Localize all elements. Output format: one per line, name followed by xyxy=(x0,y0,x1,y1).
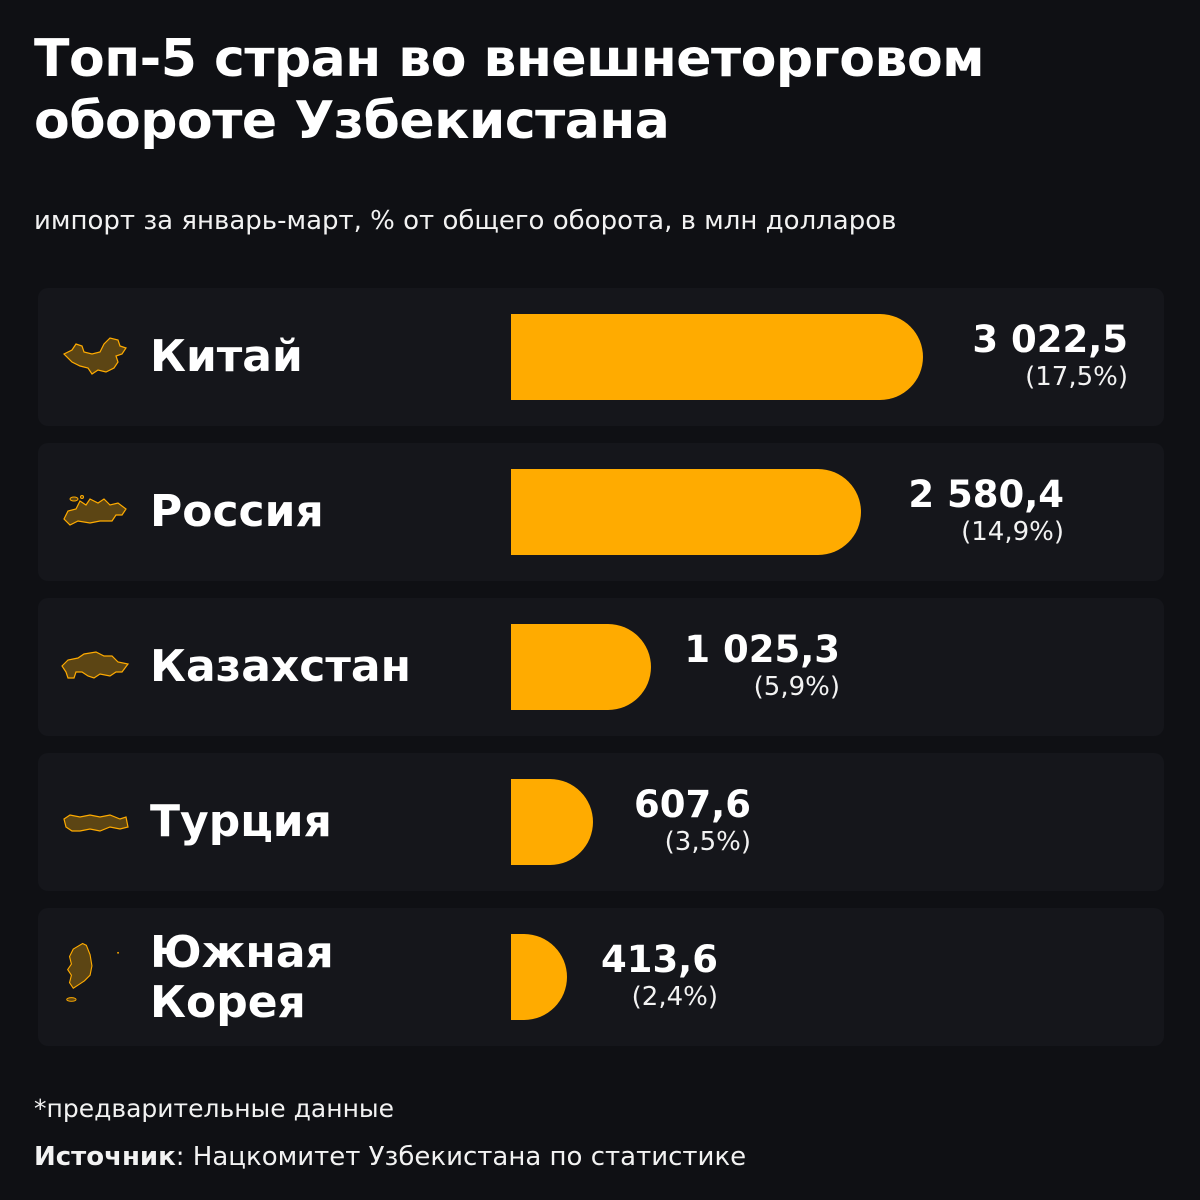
percent: (5,9%) xyxy=(753,672,840,702)
chart-subtitle: импорт за январь-март, % от общего оборо… xyxy=(34,206,897,236)
country-label: Южная Корея xyxy=(150,928,334,1028)
south-korea-map-icon xyxy=(66,942,119,1002)
value-group: 413,6 (2,4%) xyxy=(601,938,718,1012)
percent: (2,4%) xyxy=(631,982,718,1012)
footnote: *предварительные данные xyxy=(34,1094,395,1123)
kazakhstan-map-icon xyxy=(61,651,130,679)
value: 2 580,4 xyxy=(908,473,1064,516)
value: 413,6 xyxy=(600,938,718,981)
bar-kazakhstan xyxy=(511,624,651,710)
value: 3 022,5 xyxy=(972,318,1128,361)
country-label-line1: Южная xyxy=(150,927,334,978)
percent: (17,5%) xyxy=(1025,362,1128,392)
bar-turkey xyxy=(511,779,593,865)
value: 607,6 xyxy=(633,783,751,826)
chart-title: Топ-5 стран во внешнеторговом обороте Уз… xyxy=(34,29,985,151)
source-line: Источник: Нацкомитет Узбекистана по стат… xyxy=(34,1142,746,1172)
percent: (14,9%) xyxy=(961,517,1064,547)
country-label: Казахстан xyxy=(150,641,411,692)
russia-map-icon xyxy=(63,495,127,526)
bar-russia xyxy=(511,469,861,555)
china-map-icon xyxy=(62,337,127,375)
value: 1 025,3 xyxy=(684,628,840,671)
country-label: Китай xyxy=(150,331,303,382)
bar-south-korea xyxy=(511,934,567,1020)
value-group: 607,6 (3,5%) xyxy=(634,783,751,857)
source-text: : Нацкомитет Узбекистана по статистике xyxy=(175,1142,747,1172)
row-turkey: Турция 607,6 (3,5%) xyxy=(38,753,1164,891)
source-label: Источник xyxy=(34,1142,176,1172)
country-label: Россия xyxy=(150,486,324,537)
percent: (3,5%) xyxy=(664,827,751,857)
value-group: 1 025,3 (5,9%) xyxy=(684,628,840,702)
turkey-map-icon xyxy=(63,814,129,832)
row-russia: Россия 2 580,4 (14,9%) xyxy=(38,443,1164,581)
country-label: Турция xyxy=(150,796,332,847)
value-group: 3 022,5 (17,5%) xyxy=(972,318,1128,392)
row-kazakhstan: Казахстан 1 025,3 (5,9%) xyxy=(38,598,1164,736)
row-south-korea: Южная Корея 413,6 (2,4%) xyxy=(38,908,1164,1046)
bar-china xyxy=(511,314,923,400)
value-group: 2 580,4 (14,9%) xyxy=(908,473,1064,547)
country-label-line2: Корея xyxy=(150,977,306,1028)
row-china: Китай 3 022,5 (17,5%) xyxy=(38,288,1164,426)
